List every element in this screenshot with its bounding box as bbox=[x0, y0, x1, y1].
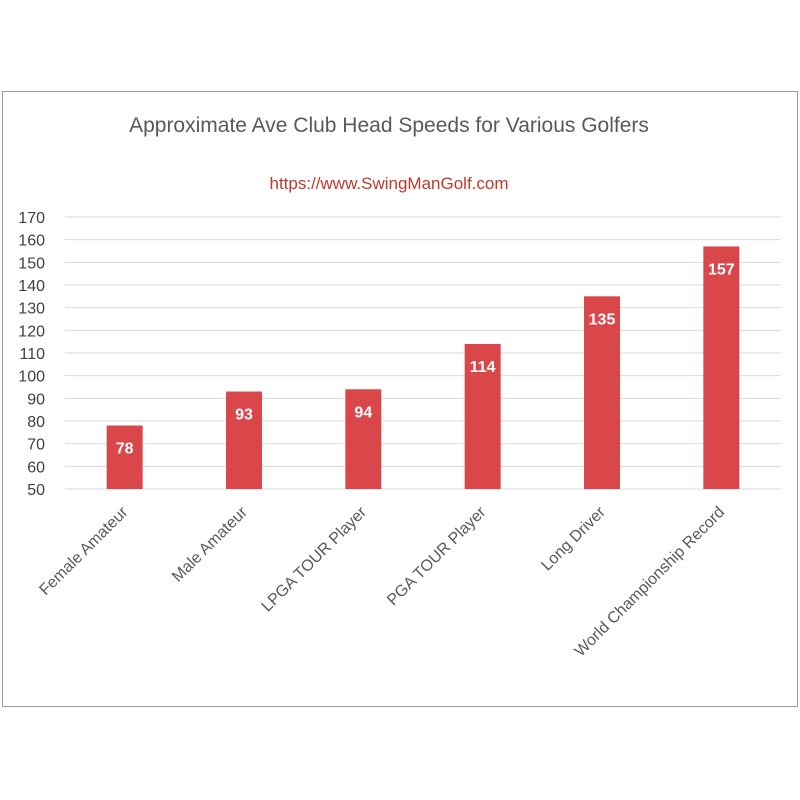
x-tick-label: Long Driver bbox=[538, 503, 609, 574]
y-tick-label: 160 bbox=[18, 233, 45, 250]
bar bbox=[703, 246, 740, 489]
x-tick-label: LPGA TOUR Player bbox=[259, 503, 371, 615]
y-tick-label: 60 bbox=[27, 459, 45, 476]
chart-title: Approximate Ave Club Head Speeds for Var… bbox=[129, 114, 649, 137]
y-tick-label: 150 bbox=[18, 255, 45, 272]
bar bbox=[106, 425, 143, 489]
y-axis-ticks: 50 60 70 80 90 100 110 120 130 140 150 160 170 bbox=[18, 210, 45, 499]
y-tick-label: 80 bbox=[27, 414, 45, 431]
y-tick-label: 50 bbox=[27, 482, 45, 499]
data-label: 114 bbox=[470, 359, 496, 376]
bar bbox=[464, 343, 501, 489]
y-tick-label: 90 bbox=[27, 391, 45, 408]
x-axis-ticks: Female Amateur Male Amateur LPGA TOUR Play… bbox=[36, 503, 728, 660]
x-tick-label: Female Amateur bbox=[36, 503, 131, 598]
bar bbox=[584, 296, 620, 489]
bar-chart: Approximate Ave Club Head Speeds for Var… bbox=[18, 114, 781, 660]
bars bbox=[106, 246, 740, 489]
bar bbox=[345, 389, 382, 489]
data-label: 157 bbox=[708, 261, 735, 278]
x-tick-label: PGA TOUR Player bbox=[384, 503, 490, 609]
y-tick-label: 110 bbox=[19, 346, 45, 363]
gridlines bbox=[65, 216, 781, 490]
data-label: 93 bbox=[235, 407, 253, 424]
x-tick-label: Male Amateur bbox=[169, 503, 251, 585]
data-label: 78 bbox=[116, 441, 134, 458]
data-label: 94 bbox=[354, 404, 372, 421]
y-tick-label: 120 bbox=[18, 323, 45, 340]
chart-frame: Approximate Ave Club Head Speeds for Var… bbox=[2, 91, 798, 707]
y-tick-label: 170 bbox=[18, 210, 45, 227]
y-tick-label: 130 bbox=[18, 301, 45, 318]
bar bbox=[226, 391, 262, 489]
data-label: 135 bbox=[589, 311, 616, 328]
y-tick-label: 140 bbox=[18, 278, 45, 295]
chart-subtitle: https://www.SwingManGolf.com bbox=[269, 174, 508, 193]
y-tick-label: 70 bbox=[27, 437, 45, 454]
data-labels: 78 93 94 114 135 157 bbox=[116, 261, 735, 457]
y-tick-label: 100 bbox=[18, 369, 45, 386]
